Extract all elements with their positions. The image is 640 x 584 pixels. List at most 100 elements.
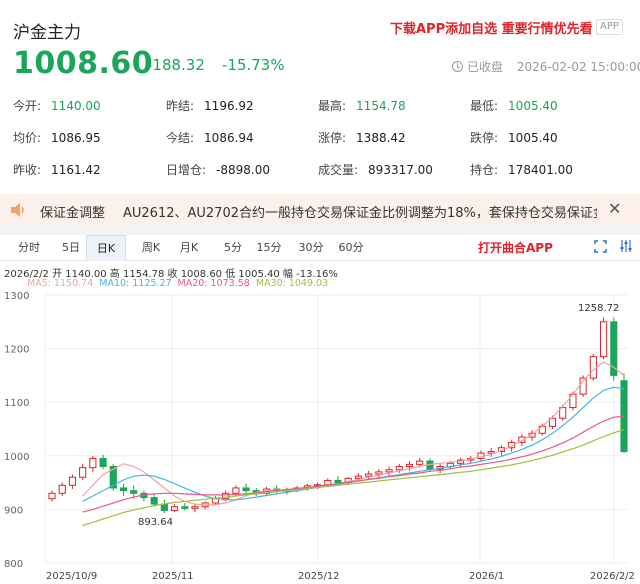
candle-body [610, 321, 618, 376]
stat-label: 成交量: [318, 163, 359, 177]
settings-icon[interactable] [620, 239, 632, 253]
stat-value: 1161.42 [51, 163, 101, 177]
high-annotation: 1258.72 [578, 303, 619, 314]
candle-body [232, 487, 240, 494]
speaker-icon [11, 203, 24, 217]
candle-body [99, 457, 107, 468]
fullscreen-icon[interactable] [594, 240, 607, 253]
y-tick-label: 1200 [4, 345, 29, 356]
candle-body [109, 466, 117, 489]
tab-0[interactable]: 分时 [18, 241, 40, 254]
candle-body [242, 487, 250, 492]
y-tick-label: 800 [4, 559, 23, 570]
stat-value: 1154.78 [356, 99, 406, 113]
tab-8[interactable]: 60分 [338, 241, 364, 254]
candle-body [354, 475, 362, 479]
stat-item: 最低: 1005.40 [470, 97, 558, 114]
tab-4[interactable]: 月K [179, 241, 199, 254]
stat-value: 178401.00 [508, 163, 573, 177]
candle-body [600, 321, 608, 358]
candle-body [160, 503, 168, 511]
x-tick-label: 2026/1 [469, 571, 504, 582]
y-tick-label: 1100 [4, 398, 29, 409]
stat-label: 最低: [470, 99, 499, 113]
stat-value: 1005.40 [508, 99, 558, 113]
stat-label: 今开: [13, 99, 42, 113]
price-change: -188.32 [147, 56, 205, 74]
status-datetime: 2026-02-02 15:00:00 [516, 60, 640, 74]
candle-body [518, 436, 526, 443]
close-icon[interactable]: ✕ [608, 199, 622, 218]
open-app-button[interactable]: 打开曲合APP [478, 241, 553, 255]
candle-body [130, 490, 138, 494]
tab-1[interactable]: 5日 [62, 241, 80, 254]
candle-body [395, 466, 403, 471]
tab-7[interactable]: 30分 [298, 241, 324, 254]
low-annotation: 893.64 [138, 517, 173, 528]
tab-5[interactable]: 5分 [224, 241, 242, 254]
candle-body [48, 492, 56, 500]
stat-item: 今结: 1086.94 [166, 129, 254, 146]
stat-item: 今开: 1140.00 [13, 97, 101, 114]
ma-line-ma5 [82, 361, 625, 506]
status-text: 已收盘 [467, 60, 504, 74]
app-badge[interactable]: APP [596, 19, 623, 35]
stat-item: 昨结: 1196.92 [166, 97, 254, 114]
market-status: 已收盘 2026-02-02 15:00:00 [452, 58, 640, 75]
period-tabs: 分时 5日 日K 周K 月K 5分 15分 30分 60分 [0, 235, 640, 261]
stat-item: 涨停: 1388.42 [318, 129, 406, 146]
candle-body [559, 407, 567, 419]
ma-label: MA5: 1150.74 [27, 278, 94, 289]
stat-value: 1005.40 [508, 131, 558, 145]
stat-item: 持仓: 178401.00 [470, 161, 573, 178]
stat-item: 日增仓: -8898.00 [166, 161, 270, 178]
stat-label: 跌停: [470, 131, 499, 145]
notice-message: AU2612、AU2702合约一般持仓交易保证金比例调整为18%，套保持仓交易保… [123, 206, 597, 221]
candle-body [79, 467, 87, 478]
clock-icon [452, 61, 463, 72]
ma-legend: MA5: 1150.74 MA10: 1125.27 MA20: 1073.58 MA… [27, 278, 334, 289]
ohlc-readout: 2026/2/2 开 1140.00 高 1154.78 收 1008.60 低… [4, 269, 338, 280]
candle-body [181, 506, 189, 509]
ma-line-ma10 [82, 386, 625, 502]
kline-chart[interactable]: 800 900 1000 1100 1200 1300 2025/10/9 2025/11 20… [0, 288, 640, 584]
candle-body [579, 377, 587, 395]
stat-value: 1086.94 [204, 131, 254, 145]
price-change-percent: -15.73% [222, 56, 285, 74]
stat-label: 日增仓: [166, 163, 207, 177]
ma-label: MA20: 1073.58 [177, 278, 250, 289]
divider [0, 226, 640, 235]
ma-label: MA10: 1125.27 [99, 278, 172, 289]
stat-label: 昨结: [166, 99, 195, 113]
download-app-promo[interactable]: 下载APP添加自选 重要行情优先看 [390, 22, 593, 37]
candle-body [222, 492, 230, 500]
candle-body [375, 471, 383, 475]
x-tick-label: 2025/11 [152, 571, 194, 582]
tab-2[interactable]: 日K [86, 235, 126, 261]
x-tick-label: 2025/10/9 [46, 571, 97, 582]
candle-body [589, 356, 597, 379]
ma-line-ma30 [82, 428, 625, 527]
tab-3[interactable]: 周K [141, 241, 161, 254]
stat-label: 今结: [166, 131, 195, 145]
notice-title: 保证金调整 [40, 206, 106, 221]
candle-body [119, 487, 128, 492]
stat-value: -8898.00 [216, 163, 270, 177]
y-tick-label: 1000 [4, 452, 29, 463]
quote-header: 沪金主力 下载APP添加自选 重要行情优先看 APP 1008.60 -188.… [0, 0, 640, 92]
tab-6[interactable]: 15分 [256, 241, 282, 254]
candle-body [487, 451, 495, 454]
stat-value: 1086.95 [51, 131, 101, 145]
stat-item: 跌停: 1005.40 [470, 129, 558, 146]
x-tick-label: 2026/2/2 [590, 571, 635, 582]
instrument-title: 沪金主力 [13, 23, 81, 43]
last-price: 1008.60 [13, 46, 154, 81]
candle-body [191, 506, 199, 509]
stat-value: 1196.92 [204, 99, 254, 113]
y-tick-label: 1300 [4, 291, 29, 302]
stat-item: 最高: 1154.78 [318, 97, 406, 114]
candle-body [385, 469, 393, 473]
stat-label: 均价: [13, 131, 42, 145]
notice-bar[interactable]: 保证金调整 AU2612、AU2702合约一般持仓交易保证金比例调整为18%，套… [0, 194, 640, 226]
candle-body [405, 463, 414, 468]
